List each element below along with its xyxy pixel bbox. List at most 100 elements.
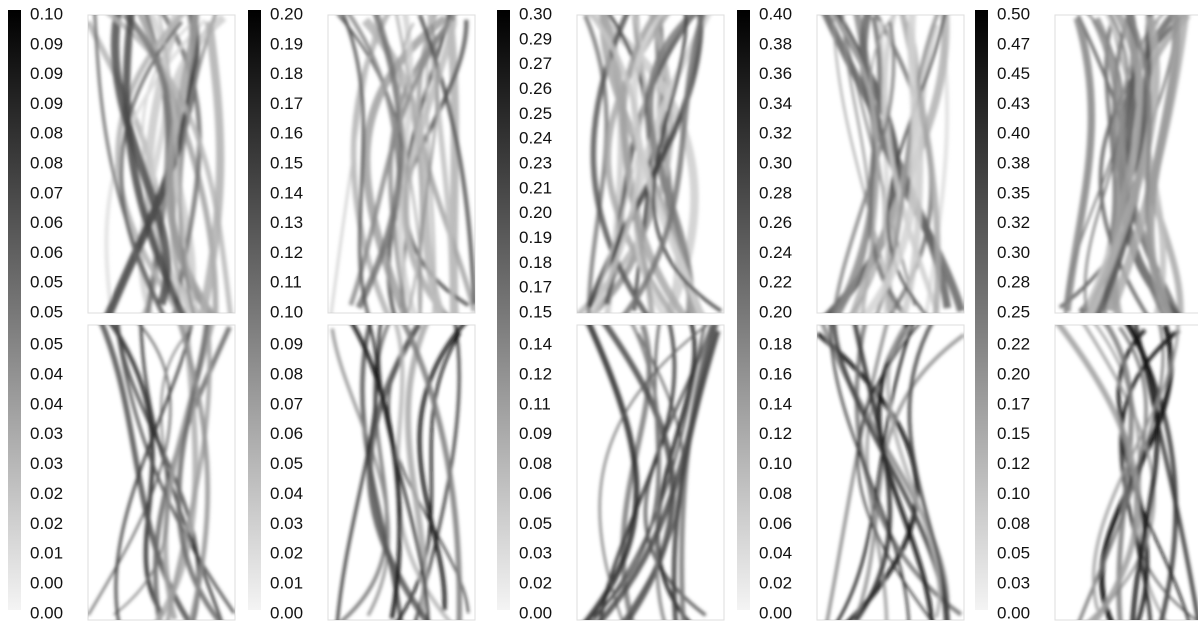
colorbar-tick-label: 0.06 <box>519 484 552 503</box>
colorbar-tick-label: 0.34 <box>759 94 792 113</box>
colorbar-tick-label: 0.12 <box>997 454 1030 473</box>
colorbar-tick-label: 0.03 <box>30 424 63 443</box>
field-image <box>577 297 724 631</box>
colorbar-tick-label: 0.47 <box>997 34 1030 53</box>
colorbar-tick-label: 0.18 <box>759 334 792 353</box>
colorbar-tick-label: 0.15 <box>519 302 552 321</box>
colorbar-tick-label: 0.12 <box>270 243 303 262</box>
colorbar-tick-label: 0.04 <box>30 364 63 383</box>
colorbar-tick-label: 0.38 <box>997 153 1030 172</box>
colorbar-tick-label: 0.10 <box>759 454 792 473</box>
colorbar-tick-label: 0.01 <box>30 544 63 563</box>
colorbar-tick-label: 0.13 <box>270 213 303 232</box>
colorbar-tick-label: 0.45 <box>997 64 1030 83</box>
colorbar-tick-label: 0.04 <box>759 544 792 563</box>
colorbar-tick-label: 0.24 <box>759 243 792 262</box>
colorbar-tick-label: 0.14 <box>759 394 792 413</box>
colorbar-tick-label: 0.00 <box>270 603 303 622</box>
colorbar-tick-label: 0.17 <box>997 394 1030 413</box>
colorbar-tick-label: 0.05 <box>270 454 303 473</box>
colorbar-tick-label: 0.00 <box>759 603 792 622</box>
colorbar-tick-label: 0.00 <box>997 603 1030 622</box>
colorbar-tick-label: 0.20 <box>519 203 552 222</box>
colorbar-tick-label: 0.30 <box>997 243 1030 262</box>
colorbar-tick-label: 0.15 <box>270 153 303 172</box>
colorbar-tick-label: 0.20 <box>759 302 792 321</box>
colorbar <box>8 10 21 610</box>
colorbar-tick-label: 0.15 <box>997 424 1030 443</box>
colorbar-tick-label: 0.20 <box>270 4 303 23</box>
colorbar-tick-label: 0.30 <box>759 153 792 172</box>
colorbar-tick-label: 0.19 <box>519 228 552 247</box>
figure: 0.10 0.09 0.09 0.09 0.08 0.08 0.07 0.06 0.06 0.05… <box>0 0 1198 631</box>
colorbar-tick-label: 0.06 <box>759 514 792 533</box>
colorbar-tick-label: 0.09 <box>519 424 552 443</box>
colorbar-tick-label: 0.29 <box>519 29 552 48</box>
colorbar-tick-label: 0.36 <box>759 64 792 83</box>
colorbar-tick-label: 0.28 <box>997 273 1030 292</box>
colorbar-tick-label: 0.18 <box>270 64 303 83</box>
colorbar-tick-label: 0.03 <box>519 544 552 563</box>
colorbar-tick-label: 0.10 <box>997 484 1030 503</box>
field-image <box>88 0 235 343</box>
field-image <box>328 0 475 338</box>
colorbar-tick-label: 0.26 <box>519 79 552 98</box>
colorbar-tick-label: 0.09 <box>30 94 63 113</box>
colorbar-tick-label: 0.00 <box>519 603 552 622</box>
colorbar-tick-label: 0.10 <box>270 302 303 321</box>
colorbar-tick-label: 0.30 <box>519 4 552 23</box>
colorbar-tick-label: 0.01 <box>270 574 303 593</box>
colorbar-tick-label: 0.02 <box>270 544 303 563</box>
colorbar-tick-label: 0.16 <box>759 364 792 383</box>
colorbar-tick-label: 0.05 <box>519 514 552 533</box>
colorbar-tick-label: 0.17 <box>519 278 552 297</box>
field-image <box>577 0 724 342</box>
colorbar-tick-label: 0.24 <box>519 129 552 148</box>
colorbar-tick-label: 0.08 <box>30 153 63 172</box>
colorbar-tick-label: 0.32 <box>997 213 1030 232</box>
colorbar-tick-label: 0.43 <box>997 94 1030 113</box>
colorbar-tick-label: 0.04 <box>270 484 303 503</box>
colorbar-tick-label: 0.06 <box>30 213 63 232</box>
colorbar-tick-label: 0.03 <box>270 514 303 533</box>
colorbar-tick-label: 0.05 <box>30 302 63 321</box>
colorbar-tick-label: 0.11 <box>270 273 302 292</box>
field-image <box>817 295 964 631</box>
field-image <box>1055 0 1198 343</box>
colorbar-tick-label: 0.27 <box>519 54 552 73</box>
colorbar-tick-label: 0.10 <box>30 4 63 23</box>
field-image <box>817 0 964 337</box>
colorbar-tick-label: 0.25 <box>519 104 552 123</box>
colorbar-tick-label: 0.05 <box>30 273 63 292</box>
colorbar-tick-label: 0.26 <box>759 213 792 232</box>
colorbar-tick-label: 0.07 <box>30 183 63 202</box>
colorbar-tick-label: 0.35 <box>997 183 1030 202</box>
colorbar-tick-label: 0.12 <box>759 424 792 443</box>
colorbar-tick-label: 0.08 <box>519 454 552 473</box>
colorbar-tick-label: 0.03 <box>997 574 1030 593</box>
colorbar-tick-label: 0.28 <box>759 183 792 202</box>
colorbar-tick-label: 0.02 <box>759 574 792 593</box>
colorbar-tick-label: 0.02 <box>519 574 552 593</box>
colorbar-tick-label: 0.16 <box>270 124 303 143</box>
field-image <box>1055 298 1198 631</box>
colorbar-tick-label: 0.23 <box>519 153 552 172</box>
colorbar-tick-label: 0.08 <box>270 364 303 383</box>
colorbar-tick-label: 0.00 <box>30 574 63 593</box>
colorbar-tick-label: 0.22 <box>997 334 1030 353</box>
colorbar-tick-label: 0.19 <box>270 34 303 53</box>
colorbar-tick-label: 0.25 <box>997 302 1030 321</box>
colorbar-tick-label: 0.17 <box>270 94 303 113</box>
field-image <box>88 295 235 631</box>
colorbar-tick-label: 0.12 <box>519 364 552 383</box>
colorbar <box>975 10 988 610</box>
colorbar-tick-label: 0.06 <box>270 424 303 443</box>
colorbar-tick-label: 0.05 <box>30 334 63 353</box>
colorbar-tick-label: 0.14 <box>519 334 552 353</box>
colorbar-tick-label: 0.20 <box>997 364 1030 383</box>
colorbar-tick-label: 0.40 <box>759 4 792 23</box>
colorbar-tick-label: 0.14 <box>270 183 303 202</box>
colorbar-tick-label: 0.09 <box>30 34 63 53</box>
colorbar-tick-label: 0.03 <box>30 454 63 473</box>
colorbar-tick-label: 0.32 <box>759 124 792 143</box>
